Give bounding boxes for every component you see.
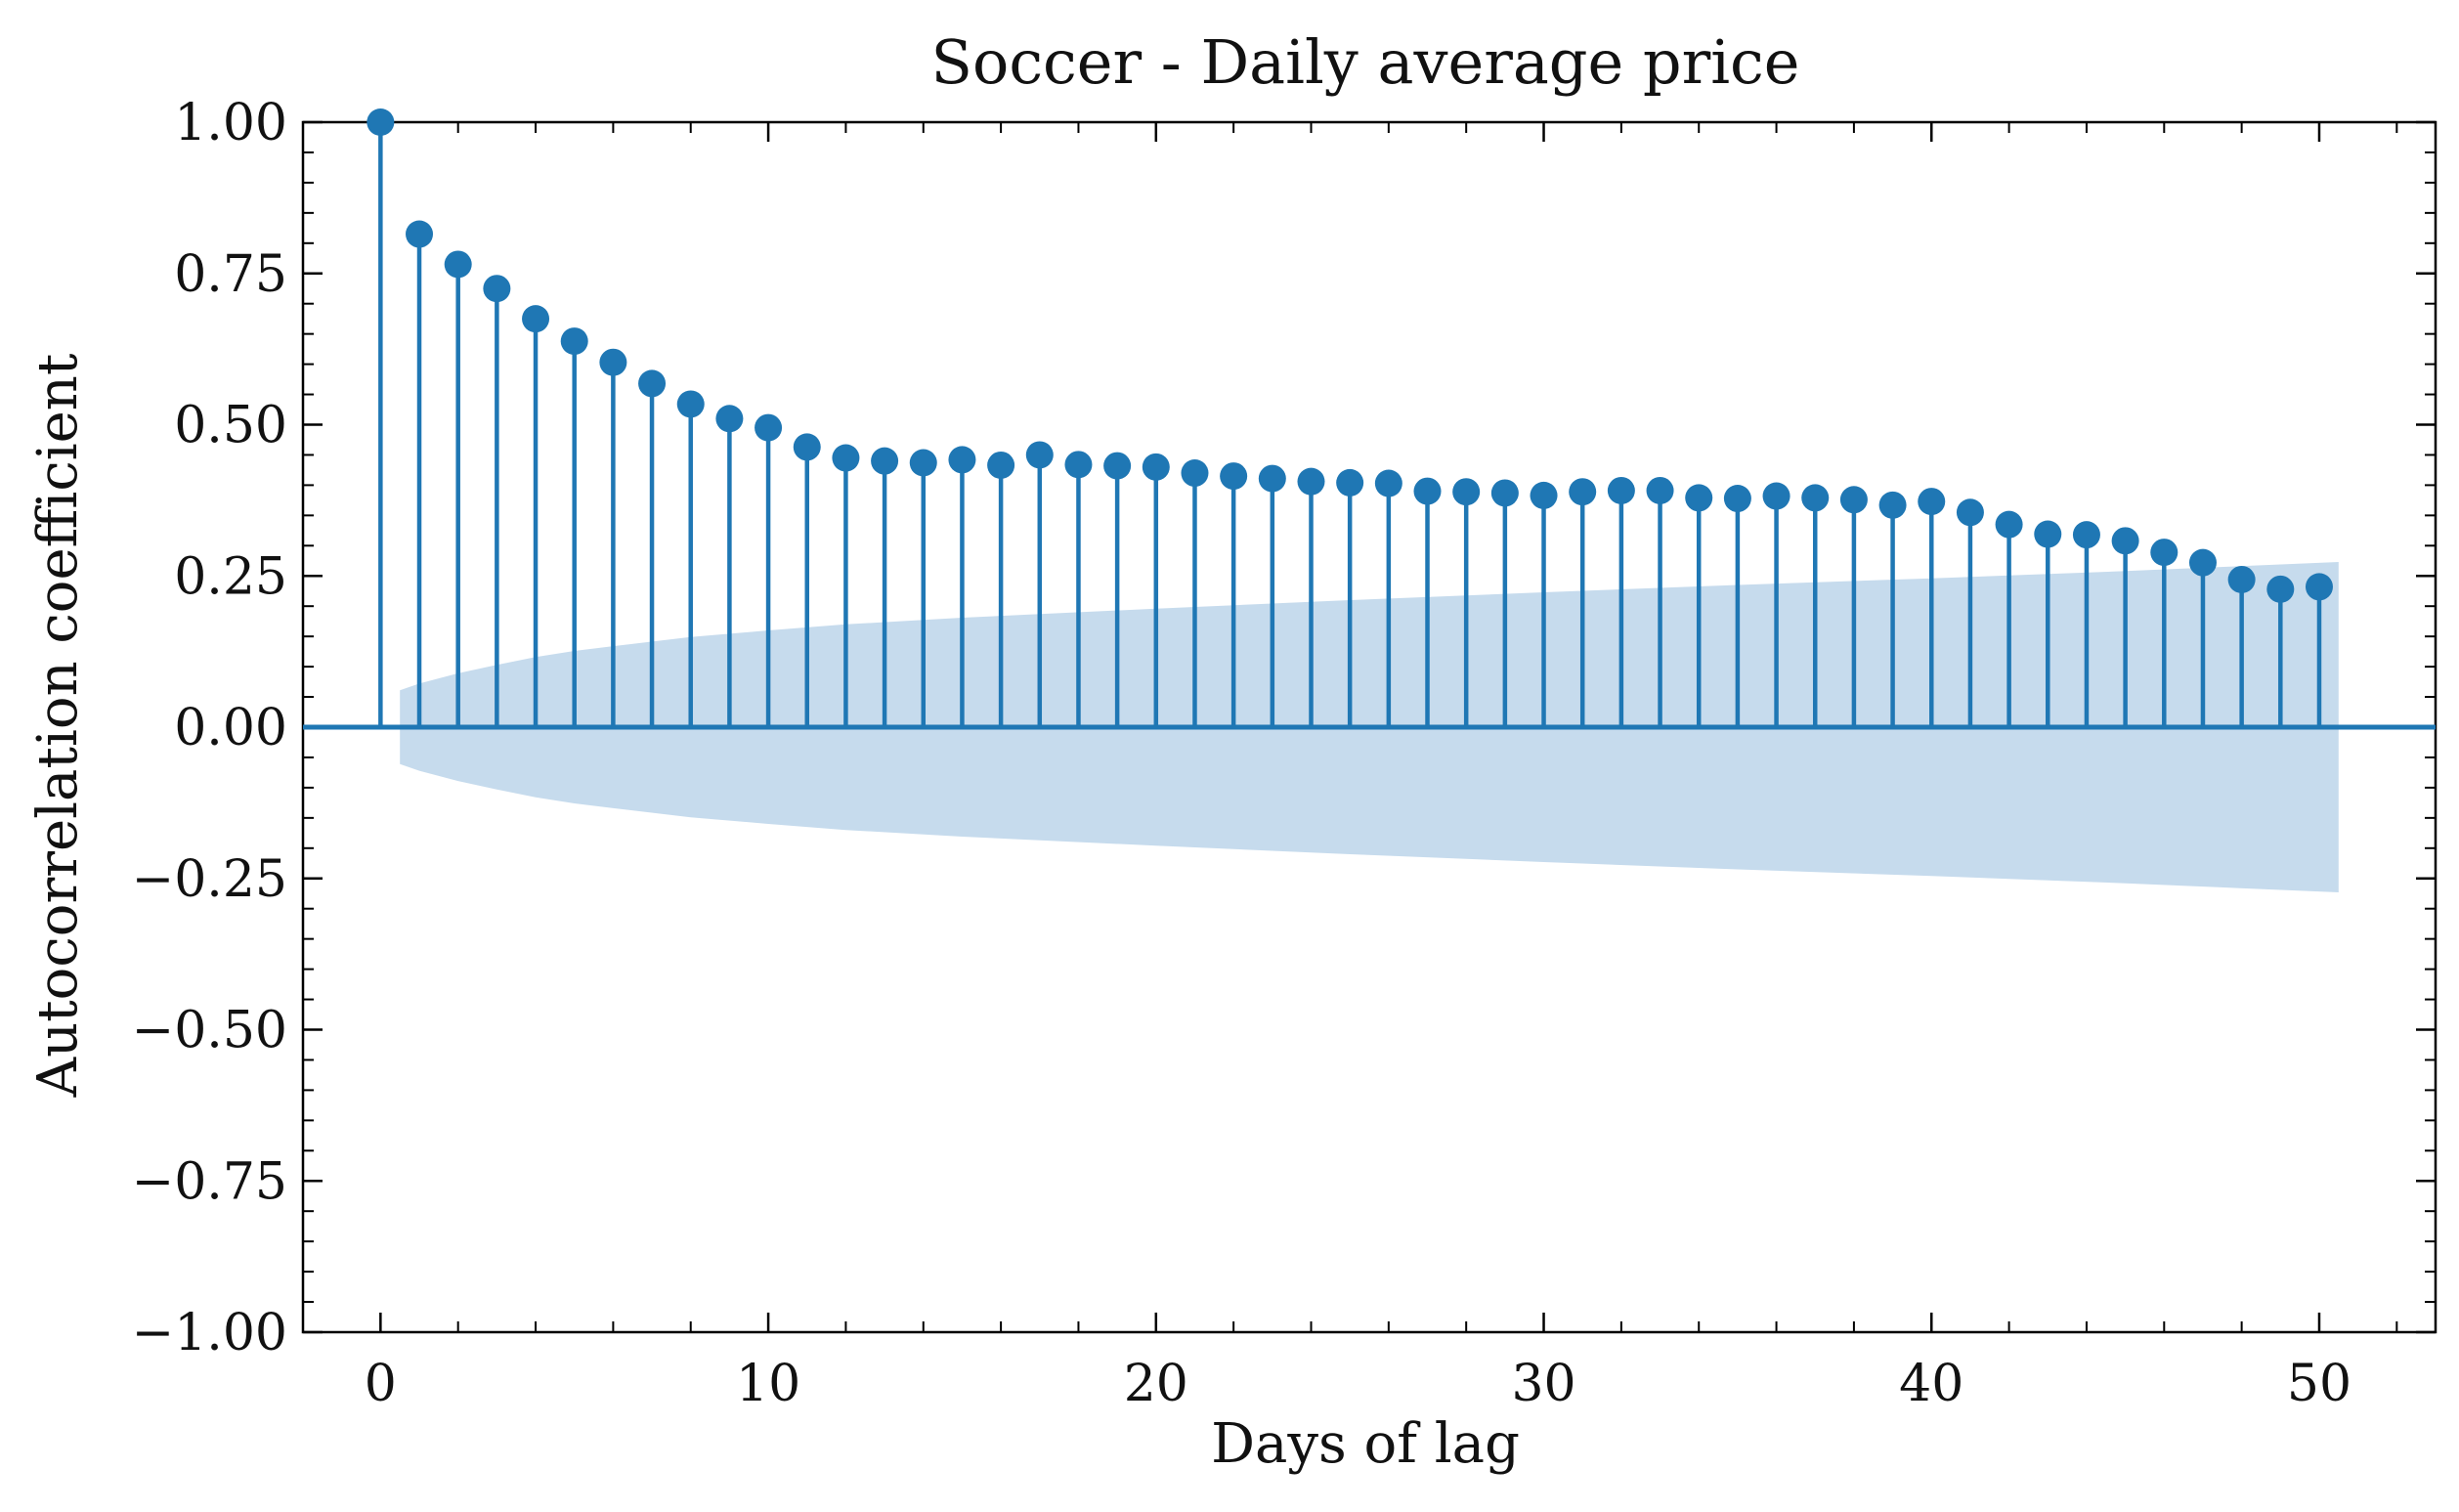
acf-point — [444, 250, 472, 279]
acf-point — [2150, 539, 2179, 567]
acf-point — [1646, 476, 1674, 504]
y-tick-label: −0.75 — [132, 1152, 287, 1211]
acf-point — [1723, 485, 1751, 513]
acf-point — [871, 447, 899, 475]
acf-point — [793, 433, 821, 461]
acf-point — [1569, 478, 1597, 506]
acf-point — [2072, 521, 2100, 549]
y-tick-label: 0.25 — [174, 547, 287, 606]
y-axis-label: Autocorrelation coefficient — [26, 353, 90, 1098]
acf-point — [483, 275, 511, 303]
acf-point — [2188, 548, 2217, 577]
acf-point — [638, 369, 667, 398]
acf-point — [1336, 468, 1364, 497]
y-tick-label: 0.50 — [174, 397, 287, 455]
acf-point — [1374, 469, 1402, 497]
chart-title: Soccer - Daily average price — [931, 26, 1800, 98]
y-tick-label: 0.75 — [174, 245, 287, 304]
acf-point — [832, 444, 860, 472]
acf-point — [1685, 484, 1713, 512]
acf-point — [1762, 482, 1790, 510]
acf-point — [909, 449, 937, 477]
acf-point — [1956, 498, 1984, 527]
acf-point — [1490, 479, 1519, 507]
acf-point — [1025, 441, 1054, 469]
acf-point — [367, 108, 395, 136]
acf-point — [1297, 467, 1325, 496]
acf-point — [1220, 462, 1248, 491]
acf-point — [676, 390, 705, 418]
acf-point — [1064, 451, 1093, 479]
acf-point — [1413, 477, 1442, 505]
y-tick-label: 0.00 — [174, 699, 287, 757]
acf-point — [2111, 527, 2139, 555]
acf-point — [987, 451, 1015, 479]
y-tick-label: 1.00 — [174, 94, 287, 152]
y-tick-label: −0.50 — [132, 1002, 287, 1060]
x-tick-label: 20 — [1124, 1355, 1188, 1413]
acf-point — [948, 446, 976, 474]
acf-point — [406, 220, 434, 248]
x-tick-label: 40 — [1899, 1355, 1963, 1413]
acf-point — [1918, 488, 1946, 516]
acf-point — [2227, 565, 2256, 593]
acf-point — [1878, 491, 1907, 519]
y-tick-label: −0.25 — [132, 850, 287, 909]
acf-point — [1995, 510, 2023, 539]
acf-point — [2266, 575, 2295, 603]
acf-point — [755, 413, 783, 442]
acf-point — [1839, 486, 1868, 514]
acf-point — [1530, 481, 1558, 509]
acf-point — [1103, 452, 1132, 480]
acf-point — [2034, 520, 2062, 548]
x-tick-label: 0 — [365, 1355, 397, 1413]
plot-area: 1.00 0.75 0.50 0.25 0.00 −0.25 −0.50 −0.75 −1.00… — [132, 94, 2437, 1413]
x-axis-label: Days of lag — [1211, 1412, 1520, 1476]
acf-point — [1181, 459, 1209, 488]
acf-point — [1452, 478, 1481, 506]
acf-point — [599, 348, 627, 376]
acf-point — [1142, 453, 1170, 481]
x-tick-label: 10 — [736, 1355, 800, 1413]
acf-point — [2305, 573, 2333, 601]
acf-point — [522, 305, 550, 333]
acf-point — [715, 405, 744, 433]
x-tick-label: 30 — [1511, 1355, 1575, 1413]
acf-point — [1607, 476, 1635, 504]
acf-point — [560, 327, 588, 356]
y-tick-label: −1.00 — [132, 1304, 287, 1362]
x-tick-label: 50 — [2287, 1355, 2351, 1413]
acf-point — [1258, 464, 1286, 493]
acf-point — [1801, 484, 1830, 512]
